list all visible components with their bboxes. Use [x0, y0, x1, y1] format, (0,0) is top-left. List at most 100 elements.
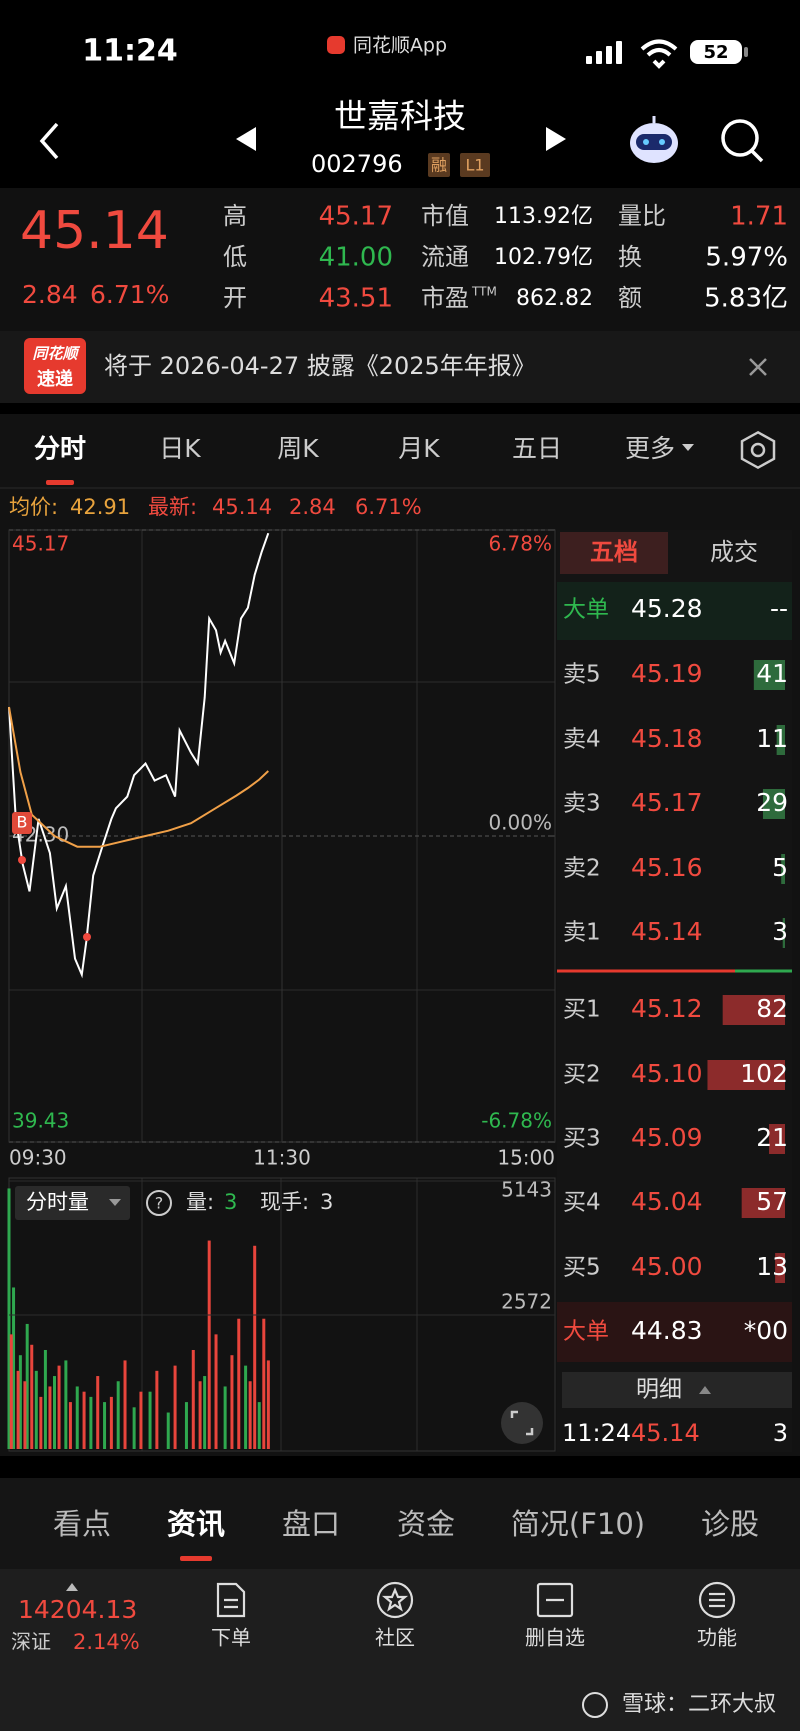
volume-bar — [230, 1355, 234, 1449]
expand-icon — [510, 1410, 534, 1436]
info-tab[interactable]: 看点 — [53, 1507, 111, 1541]
chart-tab[interactable]: 月K — [398, 434, 440, 463]
y-tick-label: 45.17 — [12, 532, 69, 556]
nav-item[interactable]: 下单 — [211, 1626, 251, 1650]
app-logo — [327, 36, 345, 54]
stock-code: 002796 — [311, 150, 403, 178]
book-price: 45.28 — [631, 594, 703, 623]
separator — [0, 1456, 800, 1478]
quote-value: 43.51 — [319, 284, 393, 314]
price-change: 2.84 — [22, 280, 78, 309]
info-tab[interactable]: 诊股 — [701, 1507, 759, 1541]
info-last: 45.14 — [212, 495, 272, 519]
chart-tab[interactable]: 日K — [159, 434, 201, 463]
volume-bar — [57, 1365, 61, 1449]
chart-tab[interactable]: 周K — [277, 434, 319, 463]
prev-stock[interactable] — [236, 127, 256, 151]
order-tab[interactable]: 成交 — [710, 538, 758, 566]
index-name: 深证 — [11, 1630, 51, 1654]
volume-bar — [75, 1386, 79, 1449]
volume-bar — [18, 1355, 22, 1449]
settings-button[interactable] — [740, 430, 776, 470]
nav-item[interactable]: 删自选 — [525, 1626, 585, 1650]
order-tab-active[interactable] — [560, 532, 668, 574]
volume-tick-label: 2572 — [501, 1289, 552, 1313]
quote-value: 5.83亿 — [704, 284, 788, 314]
info-tab[interactable]: 盘口 — [282, 1507, 340, 1541]
info-last-label: 最新: — [148, 495, 197, 519]
big-order-bg — [557, 582, 792, 640]
book-volume: 102 — [740, 1059, 788, 1088]
book-volume: 82 — [756, 994, 788, 1023]
notice-badge — [24, 338, 86, 394]
quote-label: 量比 — [618, 202, 666, 230]
volume-selector[interactable] — [15, 1186, 130, 1220]
volume-bar — [34, 1370, 38, 1449]
help-icon[interactable] — [146, 1190, 172, 1216]
volume-bar — [39, 1396, 43, 1449]
stock-tag-label: L1 — [465, 156, 484, 175]
index-arrow — [66, 1583, 78, 1591]
book-volume: -- — [770, 594, 788, 623]
assistant-icon[interactable] — [630, 116, 678, 163]
nav-item[interactable]: 社区 — [375, 1626, 415, 1650]
battery-level: 52 — [703, 42, 728, 63]
info-tab[interactable]: 简况(F10) — [511, 1507, 645, 1541]
price-line — [8, 706, 269, 848]
book-price: 45.12 — [631, 994, 703, 1023]
book-volume: 5 — [772, 853, 788, 882]
notice-bg — [0, 331, 800, 403]
volume-tick-label: 5143 — [501, 1178, 552, 1202]
book-volume: 21 — [756, 1123, 788, 1152]
chart-tab[interactable]: 更多 — [625, 434, 675, 463]
volume-bar — [43, 1349, 47, 1449]
volume-bar — [155, 1370, 159, 1449]
book-price: 45.19 — [631, 659, 703, 688]
chart-tab[interactable]: 分时 — [34, 435, 86, 465]
back-button[interactable] — [39, 122, 59, 160]
book-volume-bar — [775, 1253, 785, 1283]
tick-time: 11:24 — [562, 1419, 631, 1447]
close-button[interactable] — [749, 358, 767, 376]
volume-bar — [248, 1381, 252, 1449]
info-avg: 42.91 — [70, 495, 130, 519]
y2-tick-label: 0.00% — [488, 811, 552, 835]
chart-tab[interactable]: 五日 — [512, 434, 562, 463]
info-tab[interactable]: 资讯 — [167, 1507, 225, 1541]
index-change: 2.14% — [73, 1630, 140, 1654]
x-tick-label: 11:30 — [253, 1146, 311, 1170]
book-price: 45.10 — [631, 1059, 703, 1088]
order-tab[interactable]: 五档 — [590, 538, 638, 566]
book-label: 买1 — [563, 997, 601, 1023]
expand-button[interactable] — [501, 1402, 543, 1444]
volume-bar — [123, 1360, 127, 1449]
battery-tip — [744, 47, 748, 57]
volume-bar — [7, 1188, 11, 1449]
search-button[interactable] — [721, 119, 764, 163]
x-tick-label: 15:00 — [497, 1146, 555, 1170]
order-book-bg — [557, 530, 792, 1452]
battery-icon — [690, 40, 742, 64]
book-price: 45.14 — [631, 917, 703, 946]
volume-bar — [116, 1381, 120, 1449]
nav-item[interactable]: 功能 — [697, 1626, 737, 1650]
info-change: 2.84 — [289, 495, 336, 519]
book-volume: 13 — [756, 1252, 788, 1281]
volume-bar — [184, 1402, 188, 1449]
stock-tag — [460, 153, 490, 177]
book-price: 45.16 — [631, 853, 703, 882]
trade-dot — [83, 933, 91, 941]
stock-tag — [428, 153, 450, 177]
tick-volume: 3 — [773, 1419, 788, 1447]
info-tab[interactable]: 资金 — [397, 1507, 455, 1541]
book-label: 买4 — [563, 1190, 601, 1216]
book-label: 大单 — [563, 597, 609, 623]
y-tick-label: 39.43 — [12, 1109, 69, 1133]
book-volume-bar — [707, 1060, 785, 1090]
volume-bar — [16, 1370, 20, 1449]
quote-label: 流通 — [421, 243, 469, 271]
volume-label: 量: — [186, 1190, 214, 1214]
next-stock[interactable] — [546, 127, 566, 151]
book-price: 45.17 — [631, 788, 703, 817]
quote-value: 45.17 — [319, 202, 393, 232]
